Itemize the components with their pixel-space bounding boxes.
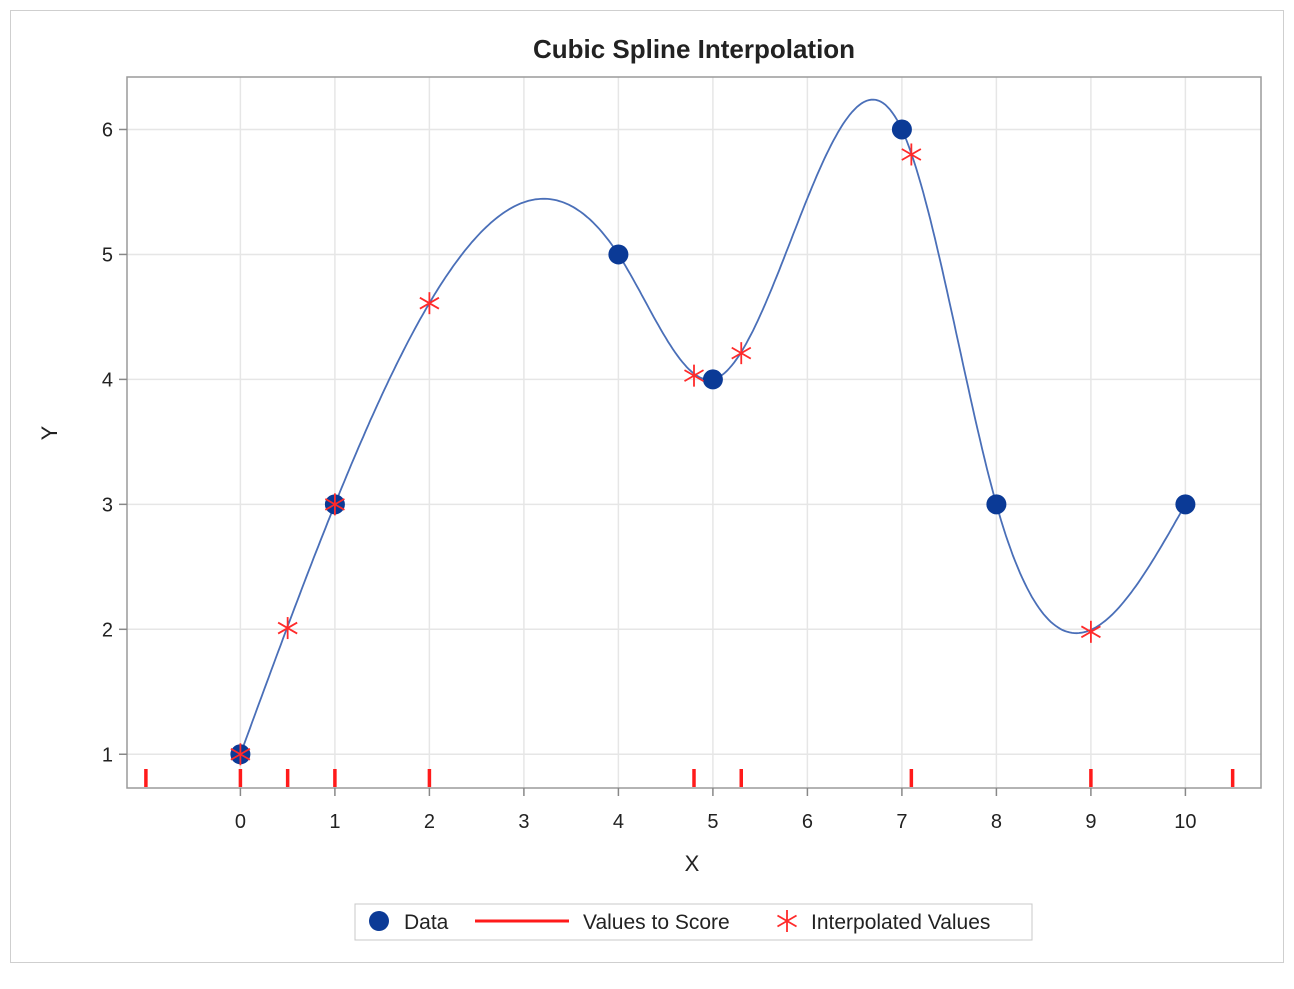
data-point	[702, 369, 723, 390]
x-tick-label: 2	[424, 811, 435, 833]
x-tick-label: 0	[235, 811, 246, 833]
x-tick-label: 7	[896, 811, 907, 833]
legend-data-marker	[369, 911, 389, 931]
y-tick-label: 2	[102, 619, 113, 641]
y-tick-label: 5	[102, 244, 113, 266]
asterisk-stroke	[324, 498, 345, 511]
chart-container: Cubic Spline Interpolation 0 1 2 3 4 5 6 7 8 9 10 1…	[10, 10, 1284, 963]
plot-frame	[126, 76, 1262, 789]
y-axis-label: Y	[37, 425, 62, 440]
legend-score-label: Values to Score	[583, 911, 730, 934]
x-tick-label: 8	[991, 811, 1002, 833]
data-point	[891, 119, 912, 140]
x-tick-label: 9	[1085, 811, 1096, 833]
interpolated-point	[684, 364, 704, 387]
y-tick-label: 6	[102, 119, 113, 141]
legend-data-label: Data	[404, 911, 449, 934]
asterisk-stroke	[731, 346, 752, 360]
legend-asterisk-marker	[777, 910, 797, 932]
interpolated-point	[901, 143, 922, 166]
chart-title: Cubic Spline Interpolation	[533, 34, 855, 64]
asterisk-stroke	[230, 747, 251, 761]
y-tick-label: 1	[102, 744, 113, 766]
asterisk-stroke	[277, 621, 298, 635]
interpolated-point	[731, 342, 752, 365]
x-tick-label: 6	[802, 811, 813, 833]
legend-interp-label: Interpolated Values	[811, 911, 990, 934]
x-tick-label: 1	[329, 811, 340, 833]
chart-svg: Cubic Spline Interpolation 0 1 2 3 4 5 6 7 8 9 10 1…	[37, 34, 1262, 941]
asterisk-stroke	[1080, 625, 1101, 639]
interpolated-point	[1080, 620, 1101, 643]
y-tick-label: 4	[102, 369, 113, 391]
interpolated-point	[419, 292, 440, 315]
interpolated-point	[324, 493, 345, 516]
asterisk-stroke	[684, 369, 704, 382]
x-tick-label: 10	[1174, 811, 1196, 833]
interpolated-point	[277, 617, 298, 640]
x-tick-label: 4	[613, 811, 624, 833]
data-point	[1175, 494, 1196, 515]
y-tick-label: 3	[102, 494, 113, 516]
data-point	[986, 494, 1007, 515]
asterisk-stroke	[901, 148, 922, 161]
x-tick-label: 3	[518, 811, 529, 833]
interpolated-point	[230, 743, 251, 766]
x-tick-label: 5	[707, 811, 718, 833]
asterisk-stroke	[419, 296, 440, 310]
legend: Data Values to Score Interpolated Values	[354, 903, 1033, 941]
x-axis-label: X	[685, 851, 700, 876]
asterisk-icon	[777, 910, 797, 932]
asterisk-stroke	[777, 914, 797, 928]
data-point	[608, 244, 629, 265]
